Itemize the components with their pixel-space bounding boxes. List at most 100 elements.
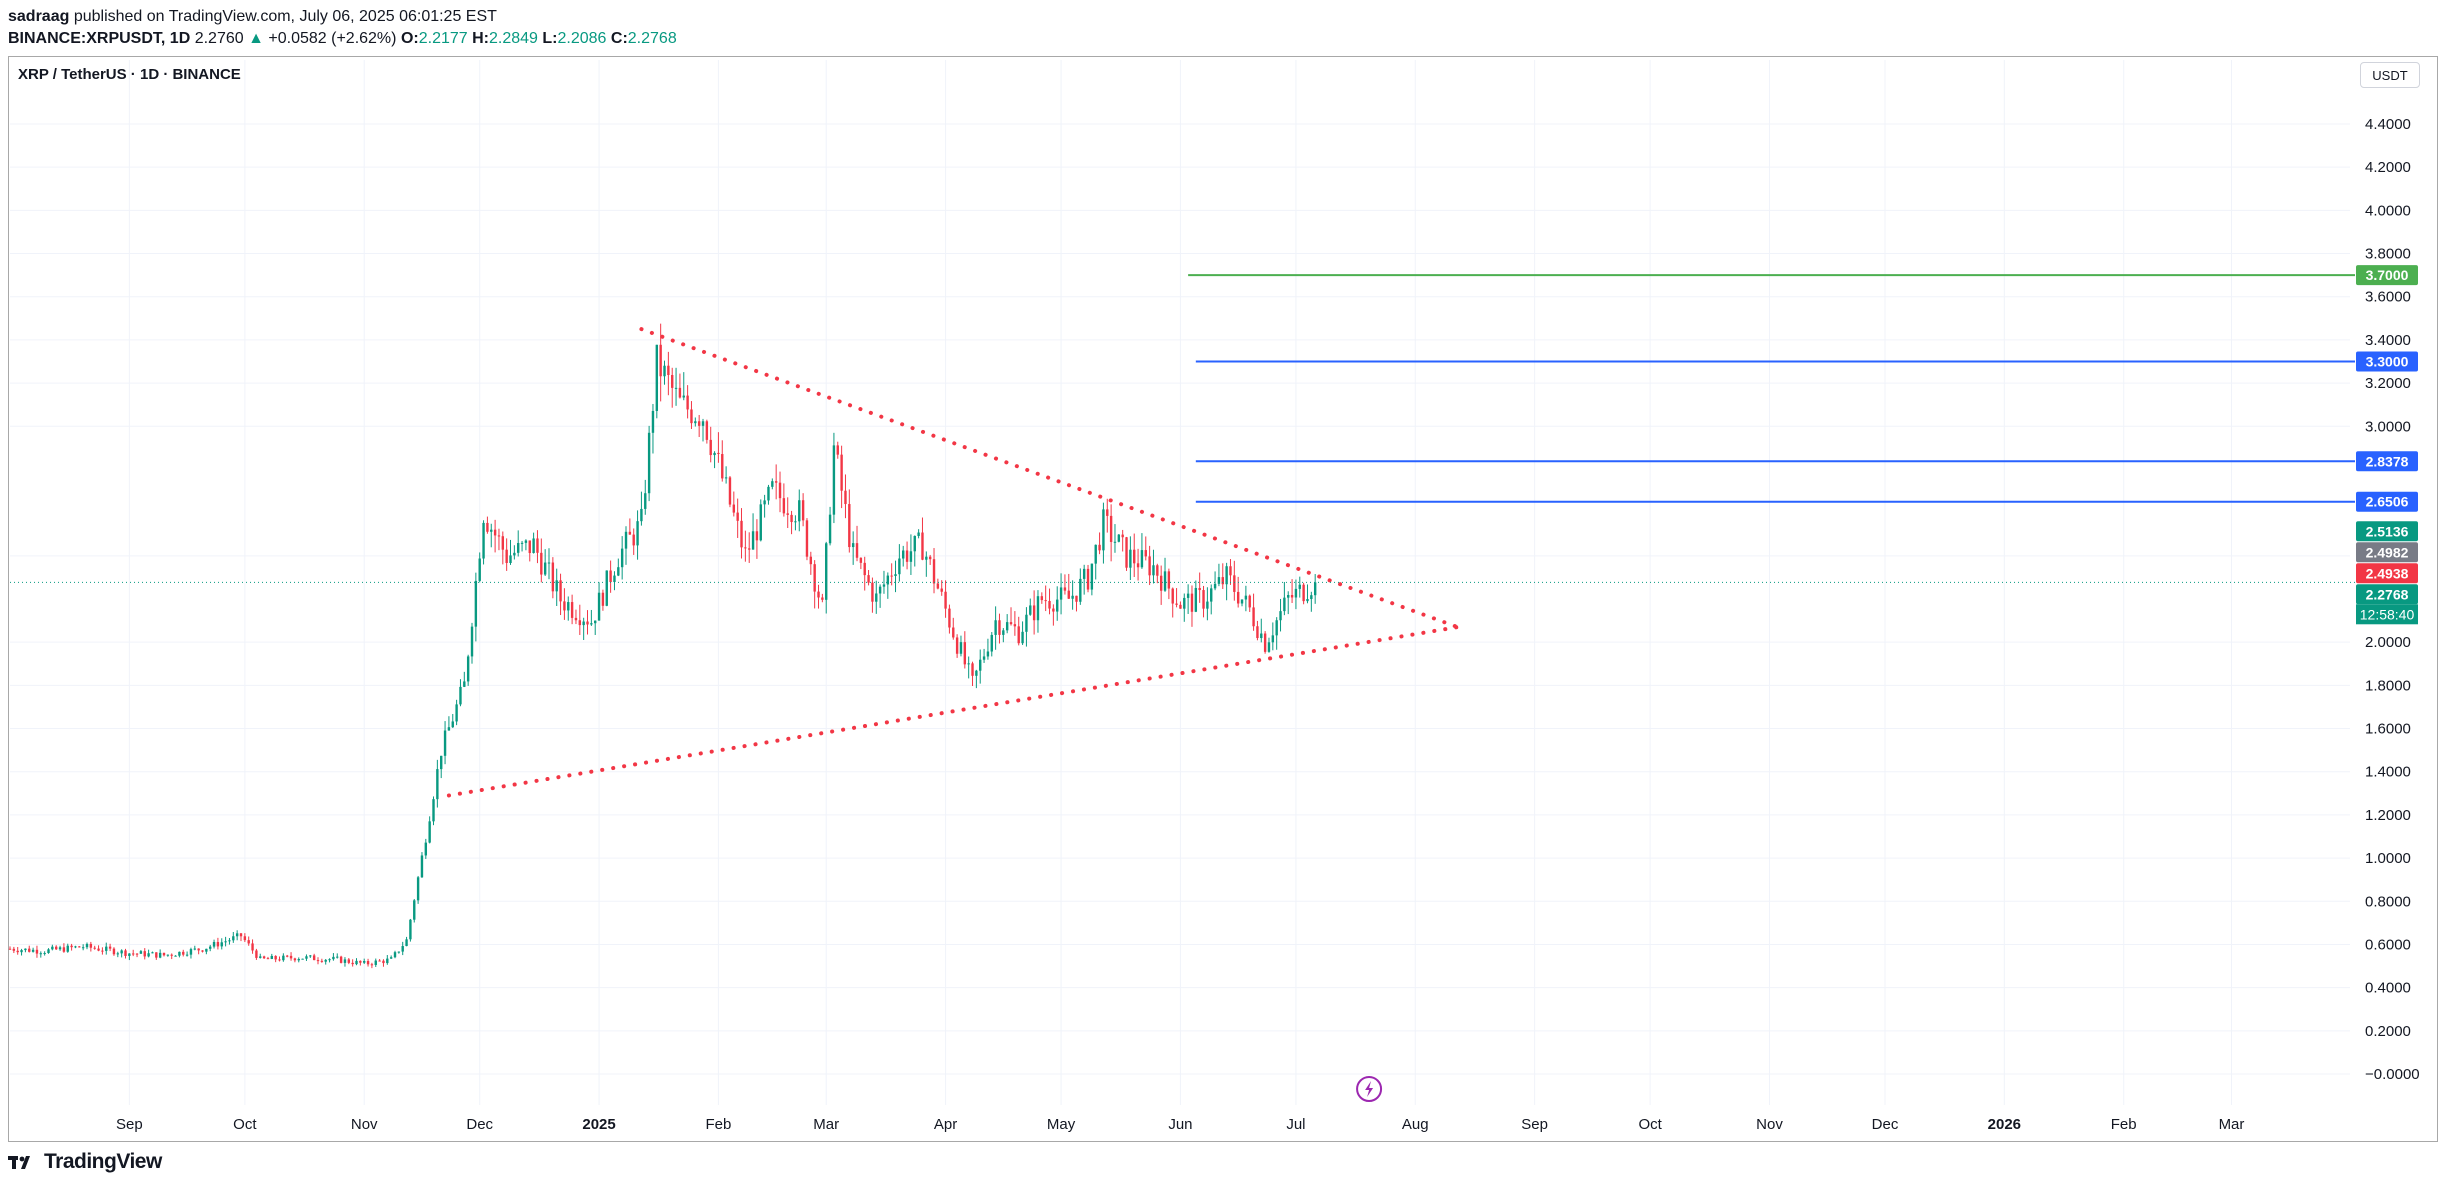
- candle-body: [251, 943, 254, 951]
- candle-body: [1198, 587, 1201, 591]
- candle-body: [1075, 595, 1078, 602]
- price-labels: 3.7000 3.3000 2.8378 2.6506 2.5136 2.4982 2.49…: [2356, 265, 2418, 625]
- candle-body: [817, 591, 820, 598]
- author-name[interactable]: sadraag: [8, 8, 70, 25]
- candle-body: [871, 582, 874, 602]
- candle-body: [617, 567, 620, 576]
- candle-body: [782, 498, 786, 514]
- open-label: O:: [400, 30, 419, 47]
- candle-body: [1002, 630, 1005, 635]
- candle-body: [1194, 587, 1198, 612]
- candle-body: [774, 481, 778, 483]
- candle-body: [932, 559, 936, 584]
- flash-icon[interactable]: [1356, 1076, 1383, 1102]
- candle-body: [955, 637, 959, 654]
- candle-body: [740, 520, 743, 548]
- candle-body: [158, 952, 162, 958]
- candle-body: [262, 956, 266, 959]
- candle-body: [1159, 575, 1163, 591]
- candle-body: [432, 799, 435, 822]
- tradingview-logo-icon: [8, 1156, 30, 1169]
- x-tick-label: Sep: [116, 1116, 143, 1133]
- chart-frame[interactable]: [8, 56, 2438, 1142]
- candle-body: [124, 950, 127, 956]
- candle-body: [413, 900, 416, 920]
- price-label-box: [2356, 351, 2418, 372]
- candle-body: [428, 821, 431, 843]
- candle-body: [902, 550, 905, 559]
- candle-body: [967, 663, 970, 665]
- candle-body: [374, 960, 377, 965]
- candle-body: [609, 570, 612, 583]
- candle-body: [520, 542, 524, 544]
- candle-body: [182, 951, 185, 955]
- symbol-label: BINANCE:XRPUSDT, 1D: [8, 30, 191, 47]
- candle-body: [197, 948, 200, 951]
- candle-body: [397, 951, 401, 953]
- candle-body: [728, 477, 732, 505]
- candle-body: [1156, 565, 1159, 576]
- candle-body: [39, 953, 43, 955]
- candle-body: [1171, 588, 1174, 604]
- candle-body: [1302, 584, 1305, 602]
- candle-body: [293, 958, 297, 961]
- candle-body: [162, 952, 166, 956]
- candle-body: [486, 522, 489, 532]
- price-label-text: 2.2768: [2366, 586, 2409, 602]
- price-label-box: [2356, 521, 2418, 542]
- candle-body: [393, 952, 397, 958]
- candle-body: [31, 949, 35, 952]
- y-tick-label: 2.0000: [2365, 634, 2411, 651]
- candle-body: [416, 877, 420, 901]
- candle-body: [339, 956, 343, 963]
- low-value: 2.2086: [557, 30, 607, 47]
- candle-body: [351, 962, 354, 965]
- candle-body: [778, 482, 782, 499]
- y-tick-label: 0.4000: [2365, 980, 2411, 997]
- price-label-box: [2356, 563, 2418, 584]
- candle-body: [497, 535, 501, 537]
- candle-body: [986, 651, 990, 657]
- candle-body: [586, 621, 589, 625]
- candle-body: [952, 627, 955, 638]
- candle-body: [1133, 549, 1136, 564]
- candle-body: [882, 584, 886, 587]
- candle-body: [636, 521, 639, 546]
- y-tick-label: 0.8000: [2365, 893, 2411, 910]
- candle-body: [1140, 550, 1144, 568]
- candle-body: [8, 948, 12, 950]
- candle-body: [1267, 642, 1271, 652]
- candle-body: [336, 956, 339, 958]
- candle-body: [409, 919, 412, 940]
- candle-body: [305, 956, 308, 959]
- candle-body: [120, 950, 123, 954]
- candle-body: [763, 500, 766, 505]
- candle-body: [1094, 544, 1097, 564]
- candle-body: [1186, 593, 1190, 598]
- candle-body: [43, 953, 46, 955]
- candle-body: [1233, 575, 1236, 592]
- candle-body: [1271, 635, 1275, 643]
- candle-body: [1079, 578, 1082, 602]
- candle-body: [274, 955, 277, 960]
- candle-body: [209, 946, 212, 949]
- candle-body: [185, 954, 189, 956]
- candle-body: [570, 602, 574, 618]
- candle-body: [1082, 568, 1086, 579]
- candle-body: [366, 961, 370, 965]
- high-value: 2.2849: [489, 30, 538, 47]
- currency-unit-button[interactable]: USDT: [2360, 62, 2420, 88]
- x-tick-label: Nov: [351, 1116, 378, 1133]
- candle-body: [1283, 597, 1286, 612]
- candle-body: [959, 642, 963, 654]
- candle-body: [228, 940, 231, 942]
- candle-body: [644, 493, 647, 509]
- candle-body: [89, 943, 93, 948]
- candle-body: [1275, 620, 1278, 636]
- candle-body: [332, 956, 335, 960]
- candle-body: [189, 949, 193, 955]
- tradingview-logo[interactable]: TradingView: [8, 1150, 162, 1174]
- candle-body: [55, 946, 58, 950]
- candle-body: [1290, 595, 1294, 598]
